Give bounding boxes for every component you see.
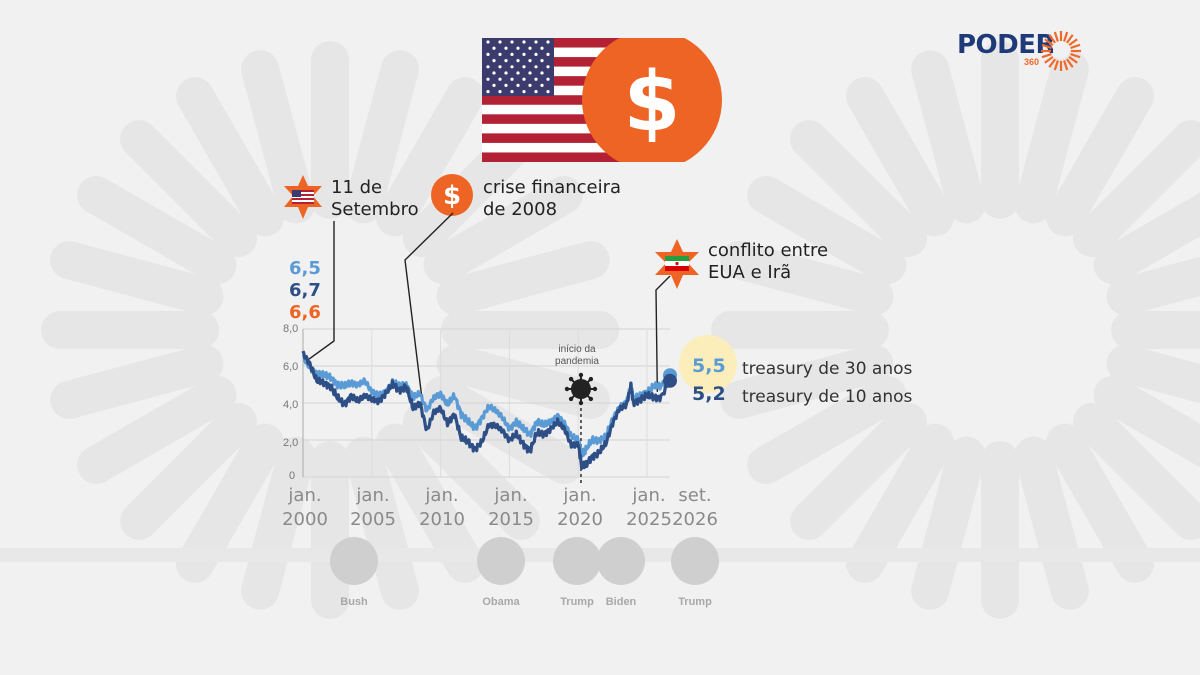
- y-tick-label: 6,0: [283, 361, 299, 373]
- president-label: Obama: [482, 596, 520, 608]
- bg-ray: [344, 50, 419, 224]
- bg-ray: [436, 344, 610, 419]
- brand-sun-icon: [1041, 31, 1081, 71]
- series-label-t30: treasury de 30 anos: [742, 359, 913, 379]
- bg-ray: [241, 50, 316, 224]
- bg-ray: [176, 77, 284, 237]
- brand-logo: PODER: [957, 30, 1056, 60]
- avatar-trump-1: [553, 537, 601, 585]
- bg-ray: [720, 344, 894, 419]
- avatar-trump-2: [671, 537, 719, 585]
- dollar-badge-icon: $: [582, 38, 722, 162]
- iran-star-badge-icon: [655, 239, 699, 289]
- bg-ray: [344, 436, 419, 610]
- usa-star-badge-icon: [284, 175, 322, 219]
- bg-ray: [176, 423, 284, 583]
- start-value-t10: 6,7: [289, 280, 321, 301]
- series-end-marker: [663, 373, 677, 388]
- bg-ray: [1014, 50, 1089, 224]
- bg-ray: [1072, 402, 1200, 540]
- bg-ray: [436, 241, 610, 316]
- event-label-us-iran: conflito entre EUA e Irã: [708, 240, 829, 283]
- y-tick-label: 2,0: [283, 437, 299, 449]
- avatar-obama: [477, 537, 525, 585]
- bg-ray: [790, 120, 928, 258]
- leader-line-iran: [655, 275, 671, 392]
- event-label-9-11: 11 de Setembro: [331, 177, 419, 220]
- bg-ray: [77, 176, 237, 284]
- brand-logo-sub: 360: [1024, 57, 1040, 67]
- bg-ray: [120, 402, 258, 540]
- dollar-circle-icon: $: [431, 174, 473, 216]
- bg-ray: [1106, 344, 1200, 404]
- bg-ray: [120, 120, 258, 258]
- x-tick-label: jan. 2000: [282, 485, 328, 530]
- x-tick-label: jan. 2015: [488, 485, 534, 530]
- leader-line-crisis: [404, 212, 454, 405]
- bg-ray: [911, 50, 986, 224]
- bg-ray: [846, 77, 954, 237]
- bg-ray: [1046, 423, 1154, 583]
- y-tick-label: 8,0: [283, 323, 299, 335]
- x-tick-label: set. 2026: [672, 485, 718, 530]
- series-line-t30: [301, 354, 672, 459]
- bg-ray: [376, 77, 484, 237]
- start-value-accent: 6,6: [289, 302, 321, 323]
- leader-line-9-11: [306, 221, 335, 362]
- x-tick-label: jan. 2010: [419, 485, 465, 530]
- x-tick-label: jan. 2005: [350, 485, 396, 530]
- series-label-t10: treasury de 10 anos: [742, 387, 913, 407]
- bg-ray: [402, 402, 540, 540]
- x-tick-label: jan. 2020: [557, 485, 603, 530]
- start-value-t30: 6,5: [289, 258, 321, 279]
- bg-ray: [376, 423, 484, 583]
- virus-icon: [564, 372, 598, 406]
- bg-ray: [77, 376, 237, 484]
- bg-ray: [911, 436, 986, 610]
- series-line-t10: [301, 350, 672, 471]
- president-label: Trump: [560, 596, 594, 608]
- bg-ray: [1093, 192, 1200, 284]
- bg-ray: [1093, 376, 1200, 468]
- bg-ray: [747, 176, 907, 284]
- bg-ray: [790, 402, 928, 540]
- annotation-pandemic: início da pandemia: [555, 344, 599, 367]
- avatar-biden: [597, 537, 645, 585]
- end-value-t30: 5,5: [692, 355, 726, 377]
- president-label: Bush: [340, 596, 368, 608]
- end-value-t10: 5,2: [692, 383, 726, 405]
- bg-ray: [720, 241, 894, 316]
- bg-ray: [1014, 436, 1089, 610]
- bg-ray: [423, 176, 583, 284]
- y-tick-label: 4,0: [283, 399, 299, 411]
- y-tick-label: 0: [289, 470, 296, 482]
- svg-text:$: $: [623, 55, 680, 150]
- us-flag-dollar-illustration: $: [482, 38, 722, 162]
- svg-text:$: $: [443, 181, 461, 211]
- avatar-bush: [330, 537, 378, 585]
- bg-ray: [747, 376, 907, 484]
- president-label: Trump: [678, 596, 712, 608]
- highlight-circle: [679, 335, 737, 393]
- us-flag-icon: [482, 38, 652, 162]
- bg-ray: [1046, 77, 1154, 237]
- event-label-crisis-2008: crise financeira de 2008: [483, 177, 622, 220]
- president-label: Biden: [605, 596, 637, 608]
- bg-ray: [1106, 256, 1200, 316]
- x-tick-label: jan. 2025: [626, 485, 672, 530]
- bg-ray: [241, 436, 316, 610]
- bg-ray: [50, 241, 224, 316]
- bg-ray: [1072, 120, 1200, 258]
- bg-ray: [50, 344, 224, 419]
- bg-ray: [846, 423, 954, 583]
